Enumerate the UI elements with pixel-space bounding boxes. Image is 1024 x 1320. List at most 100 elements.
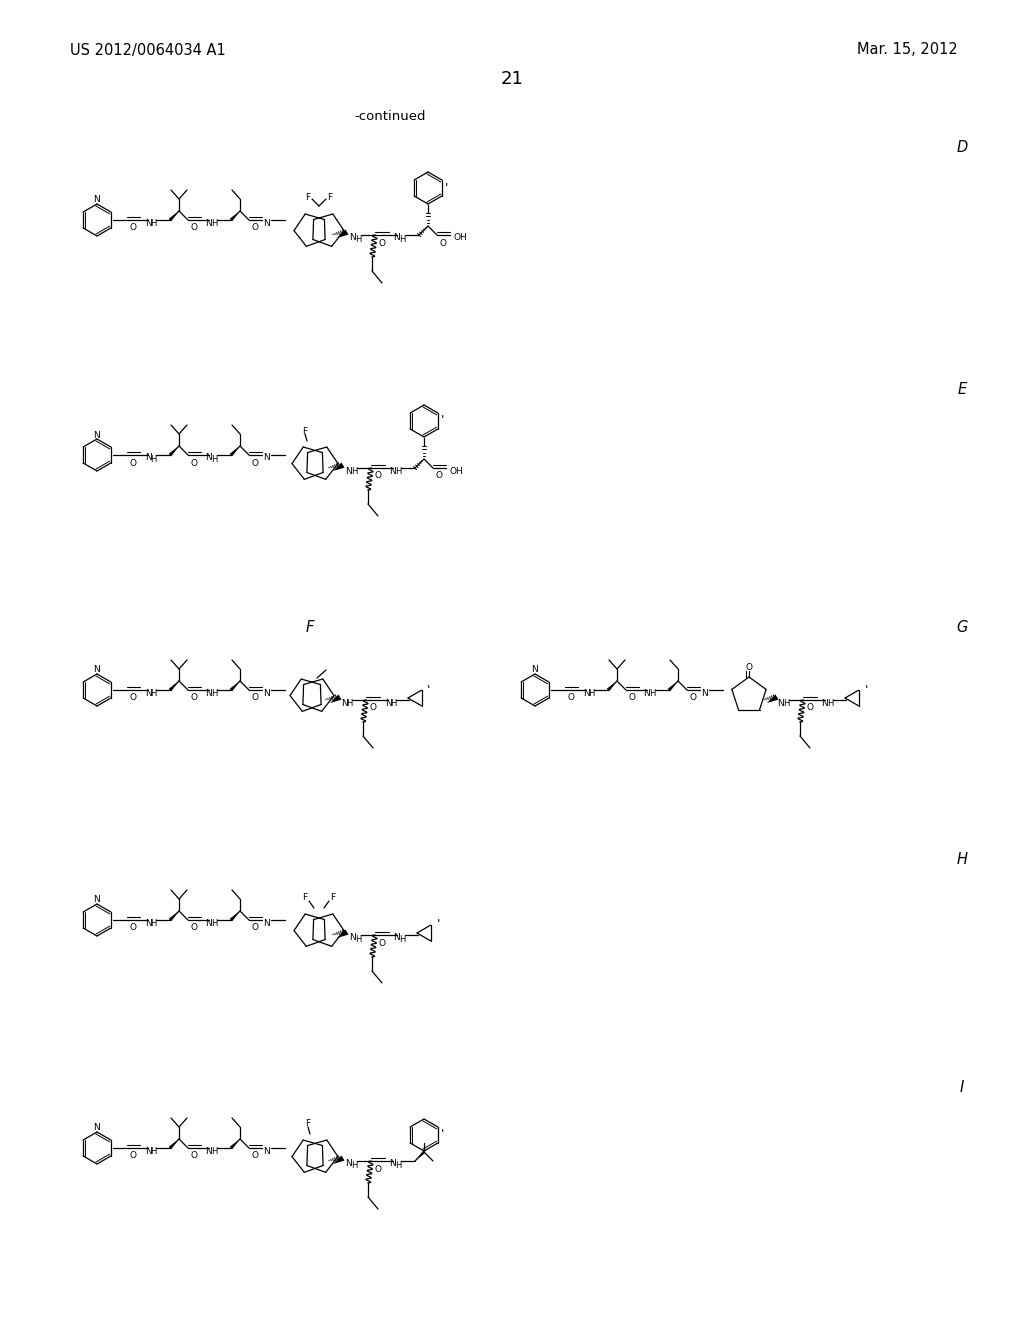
Text: H: H — [150, 689, 157, 698]
Text: O: O — [252, 693, 258, 702]
Text: O: O — [439, 239, 446, 248]
Text: N: N — [144, 454, 152, 462]
Text: N: N — [93, 195, 100, 205]
Text: N: N — [263, 919, 270, 928]
Text: N: N — [389, 1159, 396, 1168]
Text: O: O — [252, 458, 258, 467]
Text: O: O — [129, 693, 136, 702]
Polygon shape — [169, 1139, 179, 1150]
Text: N: N — [349, 933, 356, 942]
Text: H: H — [395, 1160, 401, 1170]
Text: N: N — [206, 919, 212, 928]
Text: H: H — [351, 1160, 357, 1170]
Text: N: N — [93, 1123, 100, 1133]
Text: I: I — [959, 1081, 965, 1096]
Text: OH: OH — [449, 466, 463, 475]
Polygon shape — [333, 1155, 344, 1164]
Text: H: H — [351, 467, 357, 477]
Text: F: F — [302, 894, 307, 903]
Text: O: O — [807, 704, 813, 713]
Text: O: O — [190, 693, 198, 702]
Text: H: H — [398, 235, 406, 243]
Text: ': ' — [436, 919, 439, 932]
Polygon shape — [668, 681, 678, 692]
Text: G: G — [956, 620, 968, 635]
Text: O: O — [379, 239, 385, 248]
Text: O: O — [435, 471, 442, 480]
Text: OH: OH — [453, 234, 467, 243]
Polygon shape — [333, 462, 344, 471]
Polygon shape — [169, 446, 179, 457]
Polygon shape — [229, 211, 240, 222]
Text: H: H — [354, 935, 361, 944]
Text: H: H — [211, 219, 217, 228]
Text: ': ' — [445, 181, 449, 194]
Text: ': ' — [441, 1129, 444, 1142]
Text: N: N — [206, 689, 212, 697]
Text: ': ' — [427, 684, 431, 697]
Text: N: N — [144, 1147, 152, 1155]
Text: O: O — [129, 458, 136, 467]
Text: N: N — [349, 234, 356, 243]
Text: H: H — [211, 1147, 217, 1156]
Text: N: N — [346, 1159, 352, 1168]
Text: H: H — [395, 467, 401, 477]
Text: N: N — [701, 689, 709, 697]
Text: H: H — [398, 935, 406, 944]
Text: H: H — [354, 235, 361, 243]
Text: H: H — [150, 219, 157, 228]
Text: H: H — [826, 700, 834, 709]
Text: O: O — [252, 924, 258, 932]
Polygon shape — [229, 1139, 240, 1150]
Text: US 2012/0064034 A1: US 2012/0064034 A1 — [70, 42, 225, 58]
Text: N: N — [263, 454, 270, 462]
Polygon shape — [169, 911, 179, 921]
Text: N: N — [389, 466, 396, 475]
Text: F: F — [306, 620, 314, 635]
Polygon shape — [337, 929, 348, 939]
Text: N: N — [263, 1147, 270, 1155]
Text: F: F — [305, 193, 310, 202]
Text: O: O — [689, 693, 696, 702]
Text: H: H — [956, 853, 968, 867]
Polygon shape — [169, 211, 179, 222]
Text: O: O — [190, 458, 198, 467]
Text: N: N — [531, 665, 539, 675]
Text: N: N — [346, 466, 352, 475]
Text: H: H — [150, 1147, 157, 1156]
Text: D: D — [956, 140, 968, 156]
Text: Mar. 15, 2012: Mar. 15, 2012 — [857, 42, 958, 58]
Text: O: O — [190, 1151, 198, 1160]
Polygon shape — [229, 446, 240, 457]
Text: N: N — [263, 219, 270, 227]
Polygon shape — [337, 230, 348, 238]
Text: F: F — [302, 426, 307, 436]
Text: N: N — [93, 895, 100, 904]
Text: F: F — [305, 1119, 310, 1129]
Text: N: N — [144, 689, 152, 697]
Text: N: N — [393, 234, 400, 243]
Text: O: O — [129, 924, 136, 932]
Text: H: H — [211, 920, 217, 928]
Polygon shape — [415, 1151, 425, 1162]
Text: N: N — [583, 689, 590, 697]
Text: -continued: -continued — [354, 110, 426, 123]
Text: N: N — [393, 933, 400, 942]
Text: H: H — [649, 689, 655, 698]
Text: N: N — [263, 689, 270, 697]
Text: H: H — [150, 454, 157, 463]
Text: H: H — [390, 700, 396, 709]
Polygon shape — [330, 694, 342, 704]
Text: O: O — [567, 693, 574, 702]
Text: O: O — [129, 223, 136, 232]
Text: E: E — [957, 383, 967, 397]
Text: F: F — [328, 193, 333, 202]
Polygon shape — [229, 911, 240, 921]
Text: N: N — [385, 698, 391, 708]
Polygon shape — [229, 681, 240, 692]
Text: O: O — [252, 1151, 258, 1160]
Text: 21: 21 — [501, 70, 523, 88]
Polygon shape — [169, 681, 179, 692]
Text: O: O — [190, 223, 198, 232]
Text: O: O — [129, 1151, 136, 1160]
